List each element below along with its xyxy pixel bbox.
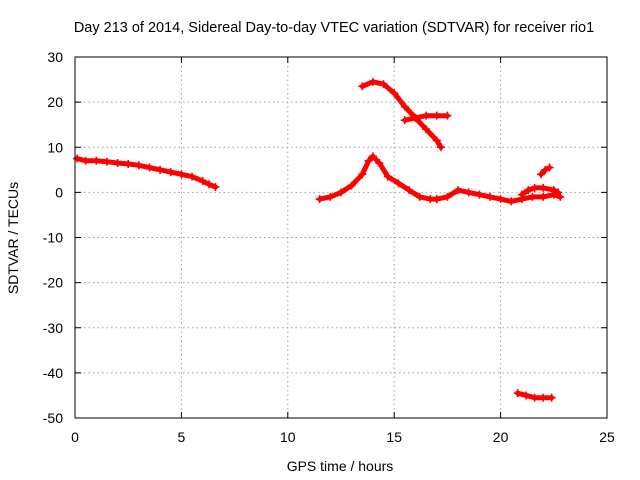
data-point	[134, 161, 143, 170]
data-point	[437, 143, 446, 152]
chart-title: Day 213 of 2014, Sidereal Day-to-day VTE…	[74, 20, 594, 36]
x-tick-label: 10	[280, 429, 296, 445]
x-tick-label: 25	[599, 429, 615, 445]
data-point	[92, 156, 101, 165]
y-tick-label: -10	[43, 230, 63, 246]
data-point	[422, 125, 431, 134]
data-point	[358, 170, 367, 179]
data-point	[432, 111, 441, 120]
data-point	[73, 154, 82, 163]
data-point	[545, 163, 554, 172]
data-point	[528, 192, 537, 201]
series-line	[317, 153, 440, 202]
data-point	[464, 188, 473, 197]
series-arc-2	[315, 152, 441, 204]
data-point	[358, 82, 367, 91]
series-arc-3	[432, 186, 565, 206]
data-point	[454, 186, 463, 195]
data-point	[517, 190, 526, 199]
data-point	[485, 192, 494, 201]
y-tick-label: 20	[47, 94, 63, 110]
data-point	[375, 159, 384, 168]
data-point	[539, 192, 548, 201]
data-point	[81, 156, 90, 165]
data-point	[177, 170, 186, 179]
data-point	[547, 393, 556, 402]
data-point	[432, 195, 441, 204]
x-axis-label: GPS time / hours	[287, 458, 394, 474]
axis-ticks	[74, 56, 608, 419]
data-point	[368, 77, 377, 86]
x-tick-labels: 0 5 10 15 20 25	[71, 429, 615, 445]
data-point	[554, 188, 563, 197]
data-point	[475, 190, 484, 199]
data-point	[507, 197, 516, 206]
data-point	[383, 172, 392, 181]
series-arc-8	[513, 389, 556, 402]
data-point	[513, 389, 522, 398]
x-tick-label: 0	[71, 429, 79, 445]
data-point	[443, 111, 452, 120]
grid	[75, 57, 607, 418]
series-arc-7	[537, 163, 554, 179]
data-point	[347, 181, 356, 190]
series-arc-5	[400, 111, 452, 125]
data-point	[400, 102, 409, 111]
data-point	[379, 80, 388, 89]
y-tick-label: 0	[55, 184, 63, 200]
y-tick-labels: 30 20 10 0 -10 -20 -30 -40 -50	[43, 49, 63, 426]
data-point	[166, 168, 175, 177]
data-point	[211, 182, 220, 191]
y-tick-label: -20	[43, 275, 63, 291]
y-tick-label: -50	[43, 410, 63, 426]
data-point	[522, 391, 531, 400]
data-point	[198, 177, 207, 186]
data-point	[326, 192, 335, 201]
x-tick-label: 20	[493, 429, 509, 445]
data-point	[524, 186, 533, 195]
data-point	[539, 393, 548, 402]
series-arc-1	[73, 154, 220, 191]
data-point	[400, 116, 409, 125]
y-tick-label: 10	[47, 139, 63, 155]
data-point	[390, 89, 399, 98]
data-point	[113, 159, 122, 168]
data-point	[124, 159, 133, 168]
data-point	[394, 179, 403, 188]
data-point	[537, 170, 546, 179]
y-tick-label: -40	[43, 365, 63, 381]
y-tick-label: -30	[43, 320, 63, 336]
y-tick-label: 30	[47, 49, 63, 65]
series-arc-6	[517, 183, 563, 199]
data-point	[549, 186, 558, 195]
data-point	[368, 152, 377, 161]
data-point	[530, 393, 539, 402]
data-point	[102, 157, 111, 166]
x-tick-label: 15	[386, 429, 402, 445]
data-series	[73, 77, 565, 402]
data-point	[432, 136, 441, 145]
data-point	[337, 188, 345, 197]
data-point	[496, 195, 505, 204]
data-point	[541, 165, 550, 174]
data-point	[530, 183, 539, 192]
data-point	[145, 163, 154, 172]
data-point	[205, 180, 214, 189]
data-point	[539, 183, 548, 192]
data-point	[156, 165, 165, 174]
data-point	[405, 186, 414, 195]
y-axis-label: SDTVAR / TECUs	[5, 182, 21, 294]
data-point	[364, 156, 373, 165]
x-tick-label: 5	[178, 429, 186, 445]
data-point	[415, 192, 424, 201]
data-point	[315, 195, 324, 204]
data-point	[556, 192, 565, 201]
data-point	[443, 192, 452, 201]
data-point	[411, 113, 420, 122]
data-point	[422, 111, 431, 120]
data-point	[188, 172, 197, 181]
series-line	[74, 156, 218, 190]
